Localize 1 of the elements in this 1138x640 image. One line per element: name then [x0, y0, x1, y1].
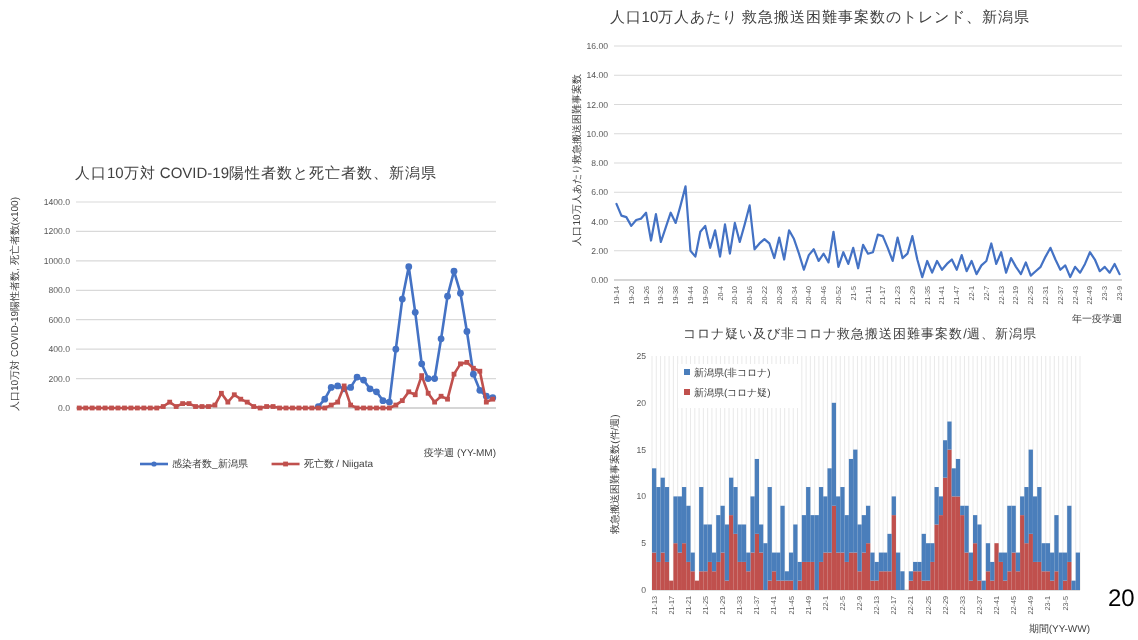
text: 20 [1108, 584, 1136, 612]
